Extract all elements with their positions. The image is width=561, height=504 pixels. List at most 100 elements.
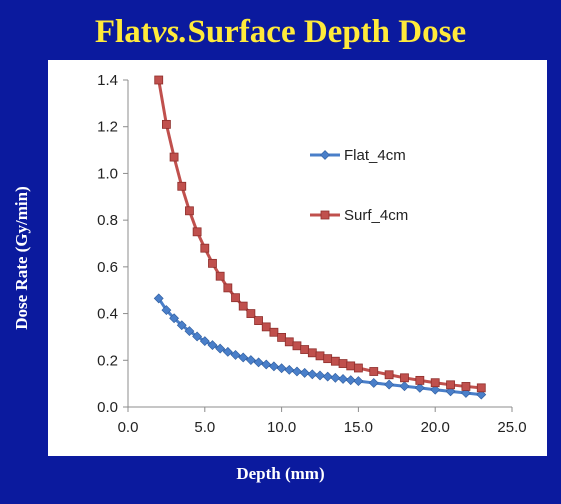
data-point: [323, 354, 333, 364]
legend: Flat_4cm Surf_4cm: [310, 147, 408, 224]
data-point: [153, 293, 164, 304]
data-point: [399, 381, 410, 392]
data-point: [384, 379, 395, 390]
data-point: [185, 206, 194, 216]
x-axis-title: Depth (mm): [236, 464, 325, 483]
data-point: [345, 375, 356, 386]
data-point: [476, 383, 486, 393]
data-point: [400, 373, 409, 383]
data-point: [254, 316, 263, 325]
y-tick-label: 1.2: [97, 119, 118, 136]
data-point: [476, 389, 487, 400]
legend-marker: [320, 210, 330, 220]
data-point: [384, 370, 394, 380]
legend-entry: Flat_4cm: [310, 147, 406, 164]
y-axis-title: Dose Rate (Gy/min): [12, 186, 31, 330]
data-point: [268, 361, 279, 372]
data-point: [253, 357, 264, 368]
data-point: [277, 332, 287, 342]
data-point: [261, 359, 272, 370]
legend-entry: Surf_4cm: [310, 207, 408, 224]
series-surf-4cm: [154, 75, 486, 393]
data-point: [199, 336, 210, 347]
data-point: [461, 382, 471, 391]
data-point: [192, 227, 202, 237]
y-tick-label: 0.6: [97, 259, 118, 276]
data-point: [307, 369, 318, 380]
data-point: [261, 322, 271, 332]
data-point: [430, 384, 441, 395]
data-point: [223, 283, 233, 293]
data-point: [315, 370, 325, 381]
data-point: [299, 367, 310, 378]
data-point: [161, 305, 172, 315]
data-point: [300, 345, 310, 354]
title-part-flat: Flat: [94, 13, 152, 50]
data-point: [353, 376, 364, 386]
data-point: [276, 363, 287, 374]
data-point: [322, 371, 333, 382]
y-tick-label: 1.4: [97, 72, 118, 89]
title-part-rest: Surface Depth Dose: [187, 13, 467, 50]
data-point: [231, 293, 240, 303]
data-point: [446, 380, 455, 390]
data-point: [292, 366, 302, 377]
data-point: [368, 378, 379, 388]
data-point: [200, 243, 210, 253]
data-point: [315, 351, 325, 361]
data-point: [238, 301, 248, 311]
series: [153, 75, 487, 400]
data-point: [415, 375, 425, 385]
data-point: [238, 352, 249, 363]
data-point: [245, 355, 256, 365]
data-point: [353, 363, 363, 373]
data-point: [176, 320, 187, 331]
data-point: [292, 341, 302, 351]
data-point: [215, 343, 226, 354]
data-point: [169, 152, 179, 162]
data-point: [414, 382, 425, 393]
title-part-vs: vs.: [151, 13, 188, 50]
depth-dose-chart: 0.0 0.2 0.4 0.6 0.8 1.0 1.2 1.4 0.0 5.0 10.0 15.0 20…: [97, 72, 526, 436]
data-point: [208, 258, 217, 268]
data-point: [169, 313, 180, 324]
data-point: [154, 75, 164, 85]
data-point: [330, 356, 340, 366]
data-point: [192, 331, 203, 342]
x-tick-label: 20.0: [421, 419, 450, 436]
y-tick-label: 1.0: [97, 165, 118, 182]
legend-label: Surf_4cm: [344, 207, 408, 224]
data-point: [246, 309, 256, 318]
x-tick-label: 10.0: [267, 419, 296, 436]
y-tick-label: 0.8: [97, 212, 118, 229]
data-point: [215, 271, 225, 281]
data-point: [177, 181, 187, 191]
axes: 0.0 0.2 0.4 0.6 0.8 1.0 1.2 1.4 0.0 5.0 10.0 15.0 20…: [97, 72, 526, 436]
legend-label: Flat_4cm: [344, 147, 406, 164]
series-flat-4cm: [153, 293, 487, 400]
y-tick-label: 0.4: [97, 306, 118, 323]
data-point: [184, 326, 195, 337]
x-tick-label: 5.0: [194, 419, 215, 436]
data-point: [269, 327, 279, 337]
data-point: [338, 359, 348, 368]
data-point: [162, 119, 171, 129]
page-title: Flat vs. Surface Depth Dose: [0, 6, 561, 58]
data-point: [284, 337, 294, 347]
y-tick-label: 0.0: [97, 399, 118, 416]
legend-marker: [320, 150, 330, 160]
data-point: [284, 364, 295, 375]
data-point: [430, 378, 440, 388]
plot-panel: 0.0 0.2 0.4 0.6 0.8 1.0 1.2 1.4 0.0 5.0 10.0 15.0 20…: [48, 60, 547, 456]
x-tick-label: 15.0: [344, 419, 373, 436]
y-tick-label: 0.2: [97, 352, 118, 369]
x-tick-label: 25.0: [497, 419, 526, 436]
data-point: [307, 348, 317, 358]
data-point: [230, 349, 241, 360]
data-point: [330, 372, 341, 383]
data-point: [222, 346, 233, 357]
data-point: [346, 361, 356, 371]
data-point: [207, 340, 218, 351]
x-tick-label: 0.0: [118, 419, 139, 436]
data-point: [369, 367, 379, 376]
